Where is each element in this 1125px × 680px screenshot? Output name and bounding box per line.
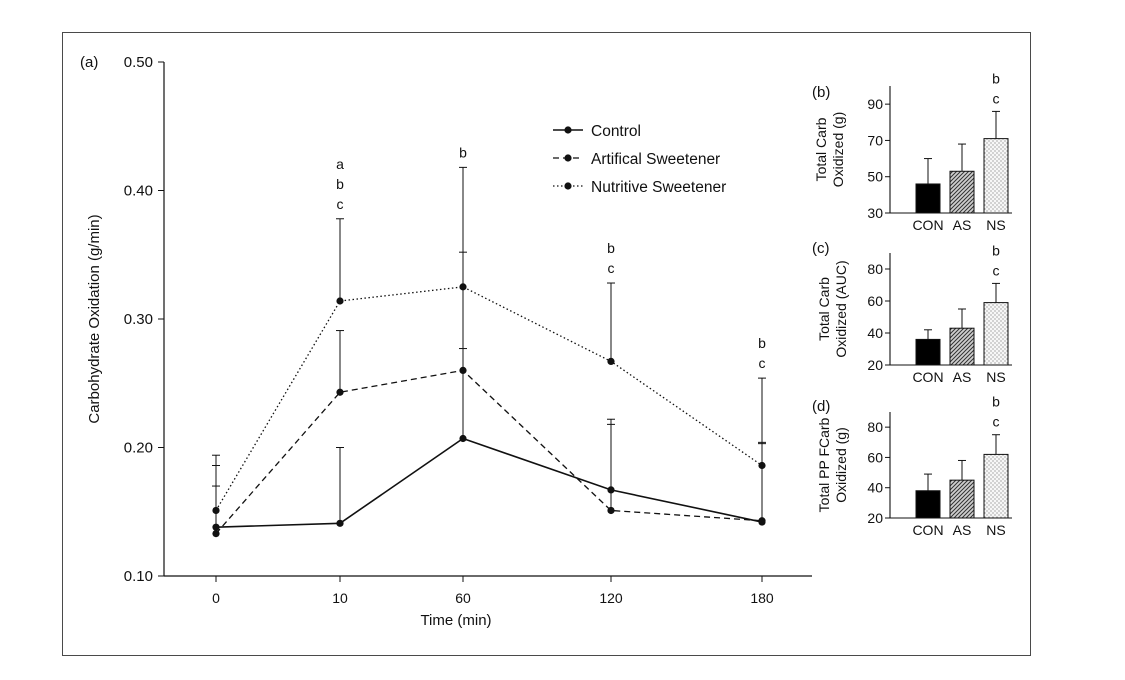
legend-label: Nutritive Sweetener bbox=[591, 179, 726, 196]
x-tick-label: AS bbox=[953, 369, 972, 385]
y-axis-title-line: Total Carb bbox=[813, 117, 829, 181]
significance-letter: b bbox=[992, 70, 1000, 86]
bar-ns bbox=[983, 138, 1009, 214]
significance-letter: c bbox=[993, 90, 1000, 106]
y-tick-label: 80 bbox=[867, 261, 883, 277]
y-tick-label: 0.30 bbox=[124, 311, 153, 328]
y-tick-label: 40 bbox=[867, 480, 883, 496]
data-point bbox=[607, 506, 615, 515]
bar-ns bbox=[983, 302, 1009, 366]
bar-con bbox=[915, 183, 941, 214]
data-point bbox=[336, 388, 344, 396]
series-line bbox=[215, 286, 763, 511]
data-point bbox=[758, 461, 766, 470]
data-point bbox=[607, 357, 615, 366]
x-tick-label: CON bbox=[912, 217, 943, 233]
series-line bbox=[215, 369, 763, 535]
x-tick-label: 60 bbox=[455, 590, 471, 606]
y-tick-label: 70 bbox=[867, 132, 883, 148]
x-tick-label: 120 bbox=[599, 590, 623, 606]
legend-label: Control bbox=[591, 123, 641, 140]
y-tick-label: 0.20 bbox=[124, 440, 153, 457]
data-point bbox=[212, 506, 220, 515]
y-tick-label: 0.40 bbox=[124, 183, 153, 200]
significance-letter: b bbox=[336, 176, 344, 192]
bar-con bbox=[915, 490, 941, 519]
x-tick-label: 10 bbox=[332, 590, 348, 606]
data-point bbox=[459, 366, 467, 374]
panel-b-bar-chart: (b) 30 50 70 90 CON AS NS bc Total Carb Oxidized (… bbox=[812, 70, 1012, 233]
y-tick-label: 50 bbox=[867, 169, 883, 185]
x-axis-title: Time (min) bbox=[420, 612, 491, 629]
data-point bbox=[459, 283, 467, 291]
x-tick-label: CON bbox=[912, 369, 943, 385]
significance-letter: b bbox=[992, 242, 1000, 258]
figure-frame bbox=[62, 32, 1031, 656]
significance-letter: c bbox=[993, 414, 1000, 430]
data-point bbox=[758, 517, 766, 525]
y-tick-label: 60 bbox=[867, 293, 883, 309]
x-tick-label: NS bbox=[986, 369, 1005, 385]
y-tick-label: 30 bbox=[867, 205, 883, 221]
y-tick-label: 20 bbox=[867, 357, 883, 373]
y-tick-label: 0.10 bbox=[124, 568, 153, 585]
bar-as bbox=[949, 327, 975, 366]
data-point bbox=[336, 519, 344, 527]
legend-marker bbox=[564, 126, 572, 134]
bar-as bbox=[949, 479, 975, 519]
y-axis-title: Carbohydrate Oxidation (g/min) bbox=[86, 214, 103, 423]
y-axis-title-line: Oxidized (g) bbox=[833, 427, 849, 502]
data-point bbox=[459, 434, 467, 443]
significance-letter: b bbox=[459, 144, 467, 160]
panel-label: (a) bbox=[80, 54, 98, 71]
series-artifical-sweetener bbox=[212, 251, 766, 538]
x-tick-label: AS bbox=[953, 217, 972, 233]
y-axis-title-line: Total Carb bbox=[816, 277, 832, 341]
panel-label: (c) bbox=[812, 240, 830, 257]
y-tick-label: 60 bbox=[867, 449, 883, 465]
significance-letter: b bbox=[607, 240, 615, 256]
y-tick-label: 0.50 bbox=[124, 54, 153, 71]
y-axis-title-line: Total PP FCarb bbox=[816, 417, 832, 512]
significance-letter: b bbox=[992, 394, 1000, 410]
panel-c-bar-chart: (c) 20 40 60 80 CON AS NS bc Total Carb Oxidized (… bbox=[812, 240, 1012, 385]
bar-con bbox=[915, 338, 941, 366]
x-tick-label: 0 bbox=[212, 590, 220, 606]
legend-label: Artifical Sweetener bbox=[591, 151, 720, 168]
significance-letter: c bbox=[608, 260, 615, 276]
x-tick-label: NS bbox=[986, 217, 1005, 233]
legend-marker bbox=[564, 182, 572, 190]
significance-letter: c bbox=[337, 196, 344, 212]
y-axis-title-line: Oxidized (AUC) bbox=[833, 260, 849, 357]
y-tick-label: 40 bbox=[867, 325, 883, 341]
x-tick-label: NS bbox=[986, 522, 1005, 538]
data-point bbox=[336, 297, 344, 305]
x-tick-label: CON bbox=[912, 522, 943, 538]
y-axis-title-line: Oxidized (g) bbox=[830, 112, 846, 187]
panel-label: (d) bbox=[812, 398, 830, 415]
x-tick-label: 180 bbox=[750, 590, 774, 606]
bar-as bbox=[949, 170, 975, 214]
significance-letter: c bbox=[759, 355, 766, 371]
x-tick-label: AS bbox=[953, 522, 972, 538]
series-nutritive-sweetener bbox=[212, 166, 766, 515]
significance-letter: a bbox=[336, 156, 344, 172]
panel-label: (b) bbox=[812, 84, 830, 101]
bar-ns bbox=[983, 453, 1009, 519]
legend-marker bbox=[564, 154, 572, 162]
series-line bbox=[215, 437, 763, 528]
y-tick-label: 20 bbox=[867, 510, 883, 526]
significance-letter: b bbox=[758, 335, 766, 351]
y-tick-label: 90 bbox=[867, 96, 883, 112]
significance-letter: c bbox=[993, 262, 1000, 278]
data-point bbox=[212, 529, 220, 538]
y-tick-label: 80 bbox=[867, 419, 883, 435]
panel-a-line-chart: (a) 0.10 0.20 0.30 0.40 0.50 0 10 60 120 180 Time (… bbox=[80, 54, 812, 629]
panel-d-bar-chart: (d) 20 40 60 80 CON AS NS bc Total PP FCarb Oxidiz… bbox=[812, 394, 1012, 538]
